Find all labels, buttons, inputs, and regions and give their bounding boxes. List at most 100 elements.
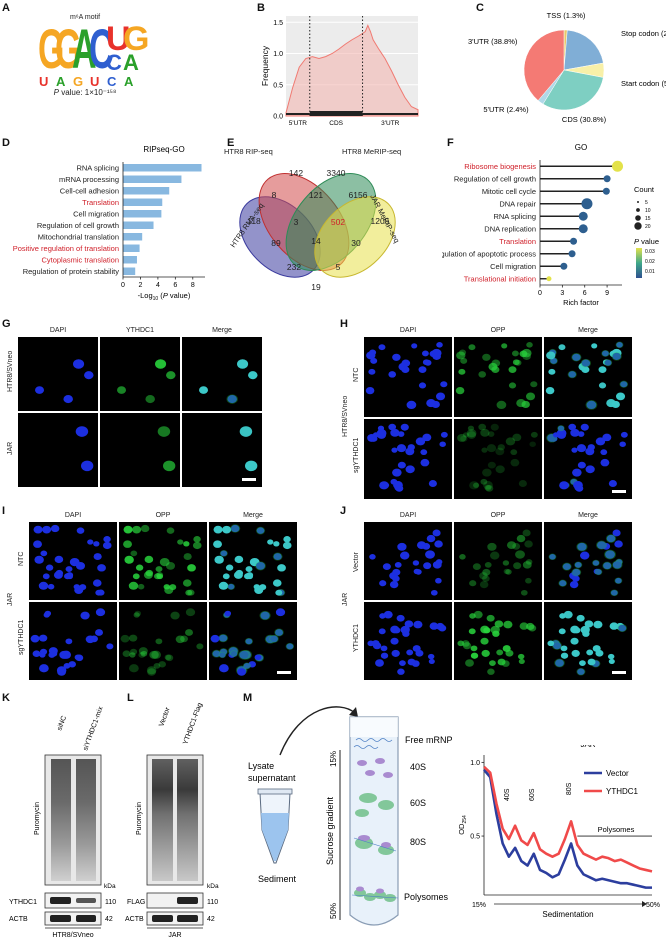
g-image-0-0: [18, 337, 98, 411]
j-row-label-1: YTHDC1: [353, 623, 360, 652]
j-group-label: JAR: [342, 592, 349, 606]
l-lane-vector: Vector: [158, 706, 172, 728]
centrifuge-tube: [349, 716, 399, 926]
j-image-0-1: [454, 522, 542, 600]
m-series-0: [483, 768, 652, 889]
eppendorf-tube: [257, 788, 293, 864]
i-group-label: JAR: [7, 592, 14, 606]
panel-label-d: D: [2, 137, 10, 149]
h-image-0-1: [454, 337, 542, 417]
l-label-flag: FLAG: [127, 899, 145, 906]
panel-label-b: B: [257, 2, 265, 14]
motif-pvalue: P value: 1×10⁻¹⁵⁸: [30, 88, 140, 97]
motif-pvalue-text: value: 1×10⁻¹⁵⁸: [58, 88, 117, 97]
venn-count-3: 121: [309, 190, 323, 200]
pie-label-1: Stop codon (20.9%): [621, 29, 666, 38]
f-legend-p-title-rest: value: [639, 237, 659, 246]
d-bar-4: [123, 210, 162, 218]
panel-label-a: A: [2, 2, 10, 14]
f-legend-p-title-p: P: [634, 237, 639, 246]
sediment-label: Sediment: [258, 874, 297, 884]
venn-count-5: 118: [247, 216, 261, 226]
f-dot-1: [603, 175, 611, 183]
h-image-0-2: [544, 337, 632, 417]
panel-label-c: C: [476, 2, 484, 14]
motif-lower-letter-2: A: [56, 74, 66, 89]
motif-lower-letter-6: A: [124, 74, 134, 89]
opp-htr8-grid: DAPI OPP Merge NTC sgYTHDC1 HTR8/SVneo: [340, 325, 665, 505]
k-label-puromycin: Puromycin: [34, 802, 41, 835]
d-bar-8: [123, 256, 137, 264]
m-ytick-1: 1.0: [470, 760, 480, 767]
m-legend-label-0: Vector: [606, 769, 629, 778]
g-scale-bar: [242, 478, 256, 481]
venn-shapes: [239, 173, 396, 278]
motif-lower-letter-4: U: [90, 74, 99, 89]
j-scale-bar: [612, 671, 626, 674]
d-bar-0: [123, 164, 202, 172]
go-dot-chart: GO Ribosome biogenesis Regulation of cell …: [442, 143, 659, 307]
venn-count-12: 232: [287, 262, 301, 272]
venn-diagram: HTR8 RIP-seq HTR8 MeRIP-seq HTR8 RNA-seq…: [224, 147, 401, 292]
i-col-header-0: DAPI: [64, 512, 82, 519]
m-ytick-0: 0.5: [470, 834, 480, 841]
ythdc1-if-grid: DAPI YTHDC1 Merge HTR8/SVneo JAR: [5, 325, 325, 490]
l-lane1-smear: [152, 759, 173, 881]
pie-label-5: 3'UTR (38.8%): [468, 37, 518, 46]
motif-mid-letter-6: A: [123, 50, 139, 75]
d-bar-7: [123, 244, 140, 252]
i-image-0-1: [119, 522, 207, 600]
fraction-40s: 40S: [410, 762, 426, 772]
pie-label-3: CDS (30.8%): [562, 115, 607, 124]
pie-label-2: Start codon (5.8%): [621, 79, 666, 88]
b-ylabel: Frequency: [260, 45, 270, 86]
motif-lower-letter-5: C: [107, 74, 117, 89]
d-bar-2: [123, 187, 170, 195]
k-actb-band1: [50, 915, 71, 922]
k-ythdc1-band1: [50, 897, 71, 904]
h-image-1-2: [544, 419, 632, 499]
l-label-puromycin: Puromycin: [136, 802, 143, 835]
venn-count-0: 142: [289, 168, 303, 178]
m-x-right: 50%: [646, 902, 660, 909]
f-legend-count-dot-2: [635, 215, 641, 221]
d-category-0: RNA splicing: [76, 163, 119, 172]
venn-count-7: 502: [331, 217, 345, 227]
f-dot-4: [578, 211, 588, 221]
f-dot-0: [612, 160, 624, 172]
h-image-1-0: [364, 419, 452, 499]
h-image-1-1: [454, 419, 542, 499]
venn-count-13: 5: [336, 262, 341, 272]
b-ytick-2: 1.0: [273, 51, 283, 58]
f-legend-count-3: 20: [645, 224, 651, 230]
b-region-2: 3'UTR: [381, 120, 400, 127]
venn-count-10: 14: [311, 236, 321, 246]
m-ylabel-pre: OD: [457, 823, 466, 835]
d-xlabel-sub: 10: [153, 296, 159, 302]
motif-letter-1: G: [38, 22, 64, 80]
panel-label-k: K: [2, 692, 10, 704]
h-scale-bar: [612, 490, 626, 493]
motif-letter-4: C: [89, 22, 114, 80]
gradient-top: 15%: [329, 751, 338, 767]
m-peak-label-polysomes: Polysomes: [598, 825, 635, 834]
opp-jar-oe-grid: DAPI OPP Merge Vector YTHDC1 JAR: [340, 510, 665, 685]
d-bar-3: [123, 198, 163, 206]
f-legend-p-title: P value: [634, 237, 659, 246]
f-xtick-1: 3: [560, 290, 564, 297]
lysate-label-1: Lysate: [248, 761, 274, 771]
d-xlabel-pre: (: [158, 291, 163, 300]
k-lane-siythdc1: siYTHDC1-mix: [82, 705, 105, 751]
b-region-1: CDS: [329, 120, 343, 127]
venn-count-11: 30: [351, 238, 361, 248]
m-ylabel-sub: 254: [462, 815, 468, 824]
k-label-actb: ACTB: [9, 916, 28, 923]
m-series-1: [483, 765, 653, 873]
f-dot-5: [578, 224, 588, 234]
i-image-0-0: [29, 522, 117, 600]
motif-pvalue-p: P: [53, 88, 59, 97]
f-category-0: Ribosome biogenesis: [464, 162, 536, 171]
l-actb-band1: [152, 915, 173, 922]
